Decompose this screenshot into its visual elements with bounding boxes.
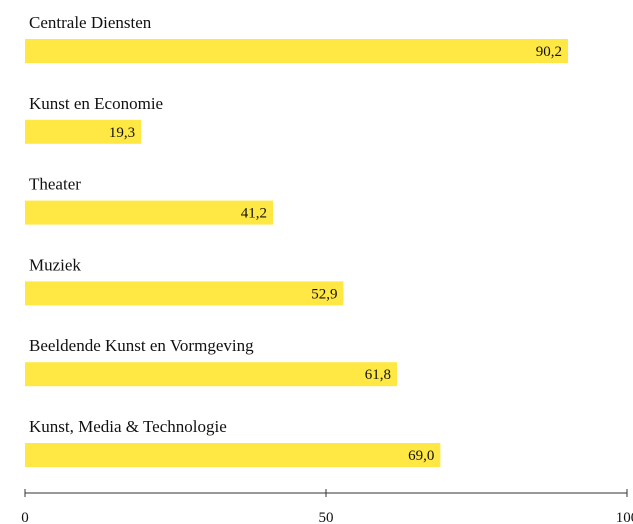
category-label: Muziek: [29, 255, 81, 274]
category-label: Kunst, Media & Technologie: [29, 417, 227, 436]
bar: [25, 119, 142, 144]
value-label: 52,9: [311, 286, 337, 302]
bar: [25, 443, 441, 467]
bar: [25, 39, 569, 63]
value-label: 41,2: [241, 206, 267, 222]
value-label: 19,3: [109, 125, 135, 141]
x-tick-label: 0: [21, 510, 29, 524]
value-label: 61,8: [365, 367, 391, 383]
value-label: 90,2: [536, 44, 562, 60]
x-tick-label: 50: [319, 510, 334, 524]
value-label: 69,0: [408, 448, 434, 464]
category-label: Theater: [29, 175, 81, 194]
category-label: Centrale Diensten: [29, 13, 152, 32]
bar: [25, 362, 398, 387]
category-label: Kunst en Economie: [29, 94, 163, 113]
bar: [25, 200, 274, 225]
category-label: Beeldende Kunst en Vormgeving: [29, 336, 254, 355]
x-tick-label: 100: [616, 510, 633, 524]
bar: [25, 281, 344, 306]
